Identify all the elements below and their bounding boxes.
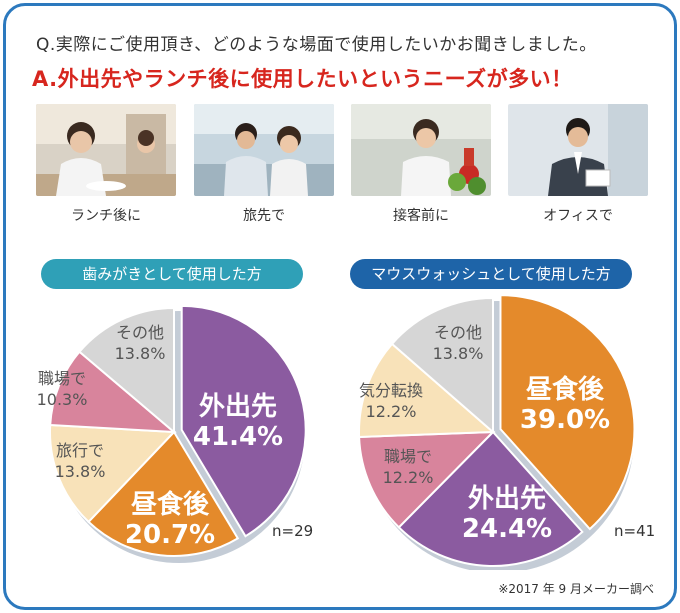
pie-slice-1 bbox=[180, 304, 307, 538]
mouthwash-chart-title: マウスウォッシュとして使用した方 bbox=[350, 259, 632, 289]
pie2-sample-size: n=41 bbox=[614, 522, 656, 540]
pie1-label-other: その他 13.8% bbox=[100, 322, 180, 364]
pie2-label-after-lunch: 昼食後 39.0% bbox=[500, 375, 630, 435]
pie2-label-outing-name: 外出先 bbox=[467, 484, 546, 514]
caption-travel: 旅先で bbox=[243, 208, 285, 224]
pie1-label-workplace-name: 職場で bbox=[37, 369, 86, 388]
pie1-label-travel-value: 13.8% bbox=[54, 462, 106, 481]
pie1-label-after-lunch-value: 20.7% bbox=[124, 520, 216, 550]
pie1-label-outing-value: 41.4% bbox=[192, 422, 284, 452]
pie-slice-3 bbox=[49, 423, 177, 524]
pie2-label-other: その他 13.8% bbox=[418, 322, 498, 364]
pie1-label-outing: 外出先 41.4% bbox=[178, 392, 298, 452]
pie-slice-4 bbox=[358, 342, 496, 439]
pie2-label-refresh-value: 12.2% bbox=[365, 402, 417, 421]
pie1-label-workplace-value: 10.3% bbox=[36, 390, 88, 409]
pie1-label-workplace: 職場で 10.3% bbox=[22, 368, 102, 410]
caption-lunch: ランチ後に bbox=[71, 208, 141, 224]
pie2-label-outing-value: 24.4% bbox=[461, 514, 553, 544]
mouthwash-pie-chart bbox=[358, 294, 636, 570]
pie2-label-after-lunch-name: 昼食後 bbox=[525, 375, 604, 405]
caption-office: オフィスで bbox=[543, 208, 613, 224]
pie-slice-1 bbox=[499, 294, 636, 531]
pie1-label-travel: 旅行で 13.8% bbox=[40, 440, 120, 482]
survey-footnote: ※2017 年 9 月メーカー調べ bbox=[498, 582, 654, 596]
pie-slice-2 bbox=[87, 430, 240, 557]
pie2-label-other-value: 13.8% bbox=[432, 344, 484, 363]
pie-slice-4 bbox=[49, 350, 177, 434]
pie2-label-refresh-name: 気分転換 bbox=[358, 381, 423, 400]
photo-customer-service bbox=[351, 104, 491, 196]
pie1-label-after-lunch: 昼食後 20.7% bbox=[110, 490, 230, 550]
answer-headline: A.外出先やランチ後に使用したいというニーズが多い！ bbox=[32, 67, 573, 91]
question-text: Q.実際にご使用頂き、どのような場面で使用したいかお聞きしました。 bbox=[36, 35, 597, 55]
toothbrush-pie-chart bbox=[49, 304, 307, 563]
pie2-label-workplace-value: 12.2% bbox=[382, 468, 434, 487]
pie1-label-other-value: 13.8% bbox=[114, 344, 166, 363]
pie-slice-5 bbox=[390, 296, 494, 435]
pie1-label-other-name: その他 bbox=[115, 323, 164, 342]
pie2-label-after-lunch-value: 39.0% bbox=[519, 405, 611, 435]
pie-slice-3 bbox=[358, 430, 496, 529]
pie1-label-travel-name: 旅行で bbox=[55, 441, 104, 460]
pie2-label-workplace: 職場で 12.2% bbox=[368, 446, 448, 488]
pie2-label-refresh: 気分転換 12.2% bbox=[346, 380, 436, 422]
photo-lunch bbox=[36, 104, 176, 196]
toothbrush-chart-title: 歯みがきとして使用した方 bbox=[41, 259, 303, 289]
pie2-label-workplace-name: 職場で bbox=[383, 447, 432, 466]
caption-customer-service: 接客前に bbox=[393, 208, 449, 224]
pie2-label-other-name: その他 bbox=[433, 323, 482, 342]
pie-slice-2 bbox=[397, 430, 584, 567]
pie1-label-outing-name: 外出先 bbox=[198, 392, 277, 422]
photo-travel bbox=[194, 104, 334, 196]
pie1-label-after-lunch-name: 昼食後 bbox=[130, 490, 209, 520]
pie2-label-outing: 外出先 24.4% bbox=[442, 484, 572, 544]
photo-office bbox=[508, 104, 648, 196]
pie-slice-5 bbox=[78, 306, 175, 435]
pie1-sample-size: n=29 bbox=[272, 522, 314, 540]
